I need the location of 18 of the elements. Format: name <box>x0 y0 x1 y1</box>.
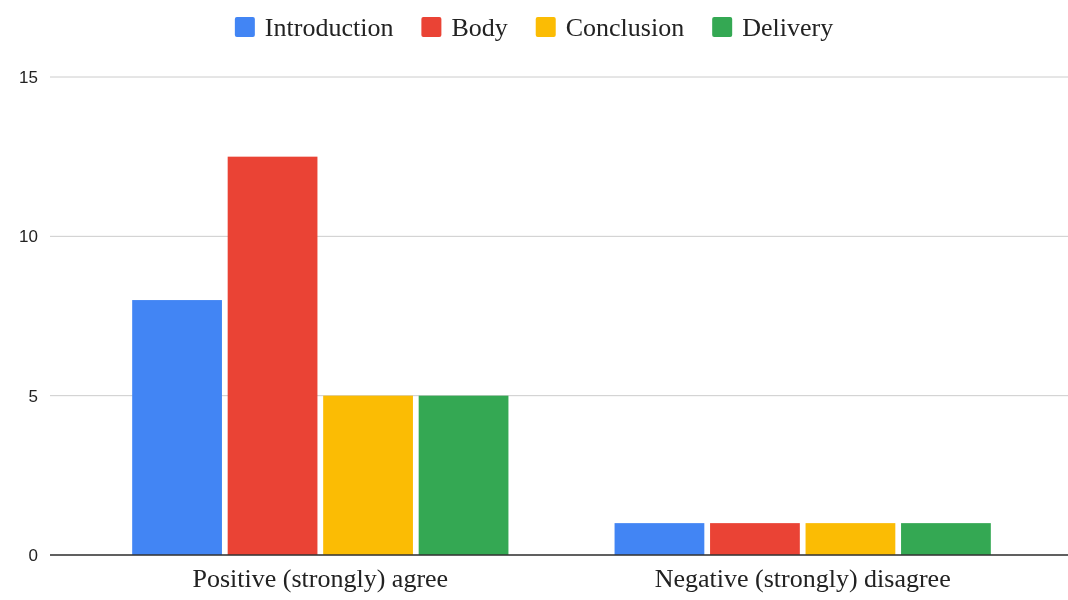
bar <box>323 395 413 555</box>
bar <box>132 300 222 555</box>
y-tick-label: 10 <box>19 227 38 247</box>
x-tick-label: Positive (strongly) agree <box>192 564 449 594</box>
y-tick-label: 15 <box>19 67 38 87</box>
bar <box>418 395 509 555</box>
legend-label: Introduction <box>264 13 394 42</box>
bar <box>901 523 991 555</box>
x-tick-label: Negative (strongly) disagree <box>654 564 951 594</box>
legend-label: Delivery <box>742 13 834 42</box>
bar <box>805 523 896 555</box>
bar <box>710 523 800 555</box>
bar <box>227 156 318 555</box>
legend-label: Body <box>451 13 508 42</box>
y-tick-label: 5 <box>28 386 38 406</box>
legend-label: Conclusion <box>565 13 685 42</box>
y-tick-label: 0 <box>28 545 38 565</box>
bar <box>614 523 705 555</box>
